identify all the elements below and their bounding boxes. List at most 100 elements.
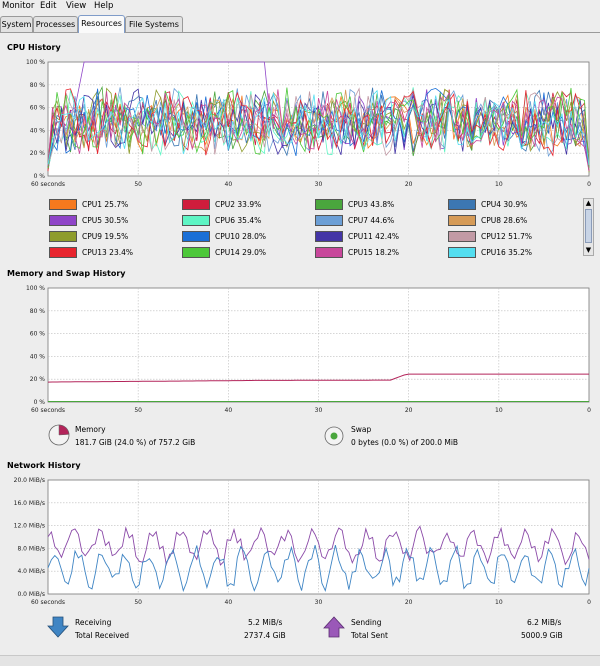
scroll-up-icon[interactable]: ▲ (585, 199, 592, 207)
cpu-color-swatch[interactable] (49, 231, 77, 242)
total-sent-value: 5000.9 GiB (521, 631, 563, 640)
network-x-tick: 30 (315, 599, 323, 606)
cpu-legend-label: CPU10 28.0% (215, 232, 267, 241)
memory-x-tick: 10 (495, 407, 503, 414)
cpu-x-tick: 30 (315, 181, 323, 188)
network-x-tick: 20 (405, 599, 413, 606)
receiving-value: 5.2 MiB/s (248, 618, 283, 627)
network-y-tick: 12.0 MiB/s (14, 523, 45, 530)
menu-bar: Monitor Edit View Help (0, 0, 600, 13)
sending-value: 6.2 MiB/s (527, 618, 562, 627)
memory-x-tick: 30 (315, 407, 323, 414)
cpu-y-tick: 0 % (34, 173, 46, 180)
cpu-color-swatch[interactable] (315, 231, 343, 242)
scroll-thumb[interactable] (585, 209, 592, 243)
network-y-tick: 0.0 MiB/s (17, 591, 45, 598)
cpu-legend-scrollbar[interactable]: ▲ ▼ (583, 198, 594, 256)
cpu-series-line (47, 88, 590, 172)
cpu-legend-label: CPU9 19.5% (82, 232, 129, 241)
tab-file-systems[interactable]: File Systems (125, 16, 183, 32)
network-x-tick: 60 seconds (31, 599, 65, 606)
cpu-y-tick: 20 % (30, 150, 46, 157)
memory-x-tick: 40 (225, 407, 233, 414)
network-sending-line (47, 525, 590, 567)
memory-x-tick: 60 seconds (31, 407, 65, 414)
menu-edit[interactable]: Edit (40, 1, 57, 11)
network-y-tick: 20.0 MiB/s (14, 477, 45, 484)
memory-y-tick: 40 % (30, 353, 46, 360)
memory-frame: 100 % 80 % 60 % 40 % 20 % 0 %60 seconds 50 40 30… (26, 285, 591, 414)
scroll-down-icon[interactable]: ▼ (585, 246, 592, 254)
cpu-y-tick: 80 % (30, 82, 46, 89)
cpu-color-swatch[interactable] (315, 215, 343, 226)
tab-bar: System Processes Resources File Systems (0, 15, 600, 33)
cpu-x-tick: 20 (405, 181, 413, 188)
sending-arrow-icon (323, 616, 345, 638)
network-x-tick: 40 (225, 599, 233, 606)
receiving-label: Receiving (75, 618, 112, 627)
cpu-legend-label: CPU3 43.8% (348, 200, 395, 209)
swap-pie-icon (324, 426, 344, 446)
menu-view[interactable]: View (66, 1, 87, 11)
cpu-series-line (47, 89, 590, 171)
cpu-color-swatch[interactable] (182, 247, 210, 258)
cpu-color-swatch[interactable] (49, 215, 77, 226)
cpu-color-swatch[interactable] (182, 199, 210, 210)
memory-label: Memory (75, 425, 106, 434)
cpu-legend-label: CPU7 44.6% (348, 216, 395, 225)
cpu-legend-label: CPU2 33.9% (215, 200, 262, 209)
receiving-arrow-icon (47, 616, 69, 638)
cpu-legend-label: CPU4 30.9% (481, 200, 528, 209)
cpu-color-swatch[interactable] (448, 199, 476, 210)
network-x-tick: 10 (495, 599, 503, 606)
status-bar (0, 655, 600, 666)
cpu-legend-label: CPU12 51.7% (481, 232, 533, 241)
memory-history-title: Memory and Swap History (7, 269, 126, 278)
network-history-title: Network History (7, 461, 81, 470)
network-x-tick: 0 (587, 599, 591, 606)
memory-value: 181.7 GiB (24.0 %) of 757.2 GiB (75, 438, 196, 447)
cpu-legend-label: CPU8 28.6% (481, 216, 528, 225)
swap-label: Swap (351, 425, 372, 434)
memory-y-tick: 80 % (30, 308, 46, 315)
cpu-series-line (47, 89, 590, 165)
cpu-color-swatch[interactable] (448, 247, 476, 258)
cpu-color-swatch[interactable] (49, 247, 77, 258)
cpu-legend-label: CPU11 42.4% (348, 232, 400, 241)
cpu-x-tick: 60 seconds (31, 181, 65, 188)
sending-label: Sending (351, 618, 382, 627)
menu-monitor[interactable]: Monitor (2, 1, 35, 11)
network-x-tick: 50 (134, 599, 142, 606)
memory-series-line (47, 373, 589, 383)
cpu-color-swatch[interactable] (182, 215, 210, 226)
cpu-color-swatch[interactable] (315, 247, 343, 258)
cpu-color-swatch[interactable] (49, 199, 77, 210)
cpu-color-swatch[interactable] (448, 231, 476, 242)
cpu-legend-label: CPU6 35.4% (215, 216, 262, 225)
cpu-legend-label: CPU14 29.0% (215, 248, 267, 257)
memory-x-tick: 50 (134, 407, 142, 414)
tab-resources[interactable]: Resources (78, 15, 125, 33)
network-frame: 20.0 MiB/s 16.0 MiB/s 12.0 MiB/s 8.0 MiB/s 4… (14, 477, 591, 606)
cpu-color-swatch[interactable] (448, 215, 476, 226)
memory-y-tick: 0 % (34, 399, 46, 406)
cpu-legend-label: CPU16 35.2% (481, 248, 533, 257)
cpu-color-swatch[interactable] (182, 231, 210, 242)
memory-y-tick: 60 % (30, 331, 46, 338)
network-receiving-line (47, 544, 590, 593)
cpu-legend-label: CPU1 25.7% (82, 200, 129, 209)
total-received-value: 2737.4 GiB (244, 631, 286, 640)
cpu-y-tick: 60 % (30, 105, 46, 112)
network-y-tick: 4.0 MiB/s (17, 568, 45, 575)
network-y-tick: 16.0 MiB/s (14, 500, 45, 507)
memory-x-tick: 20 (405, 407, 413, 414)
total-received-label: Total Received (75, 631, 130, 640)
tab-processes[interactable]: Processes (33, 16, 78, 32)
cpu-color-swatch[interactable] (315, 199, 343, 210)
cpu-series-line (47, 89, 590, 172)
tab-system[interactable]: System (0, 16, 33, 32)
cpu-legend-label: CPU15 18.2% (348, 248, 400, 257)
cpu-x-tick: 0 (587, 181, 591, 188)
menu-help[interactable]: Help (94, 1, 114, 11)
